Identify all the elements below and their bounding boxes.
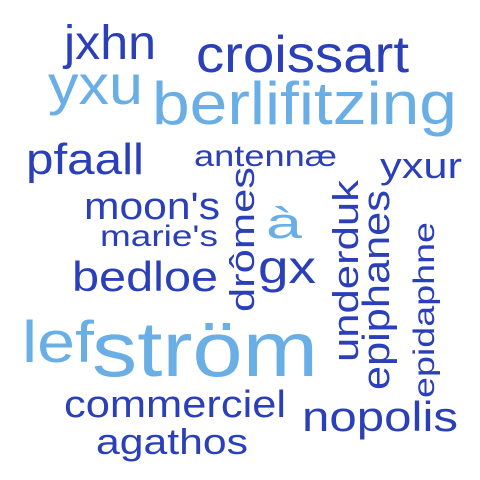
word-jxhn: jxhn <box>64 17 157 70</box>
word-agathos: agathos <box>96 421 248 462</box>
word-pfaall: pfaall <box>26 135 145 184</box>
word-epidaphne: epidaphne <box>408 221 441 398</box>
word-epiphanes: epiphanes <box>356 190 398 390</box>
word-gx: gx <box>258 241 317 293</box>
word-bedloe: bedloe <box>72 253 219 300</box>
word-antennae: antennæ <box>194 140 337 173</box>
word-croissart: croissart <box>196 26 409 84</box>
word-lef: lef <box>22 310 94 375</box>
word-nopolis: nopolis <box>302 393 459 440</box>
word-maries: marie's <box>100 220 218 253</box>
word-strom: ström <box>92 305 319 393</box>
word-moons: moon's <box>84 186 220 228</box>
word-dromes: drômes <box>224 166 262 312</box>
word-berlifitzing: berlifitzing <box>152 70 457 137</box>
word-commerciel: commerciel <box>64 384 287 426</box>
word-yxu: yxu <box>48 53 144 116</box>
word-yxur: yxur <box>380 145 463 186</box>
word-a-grave: à <box>266 199 302 248</box>
